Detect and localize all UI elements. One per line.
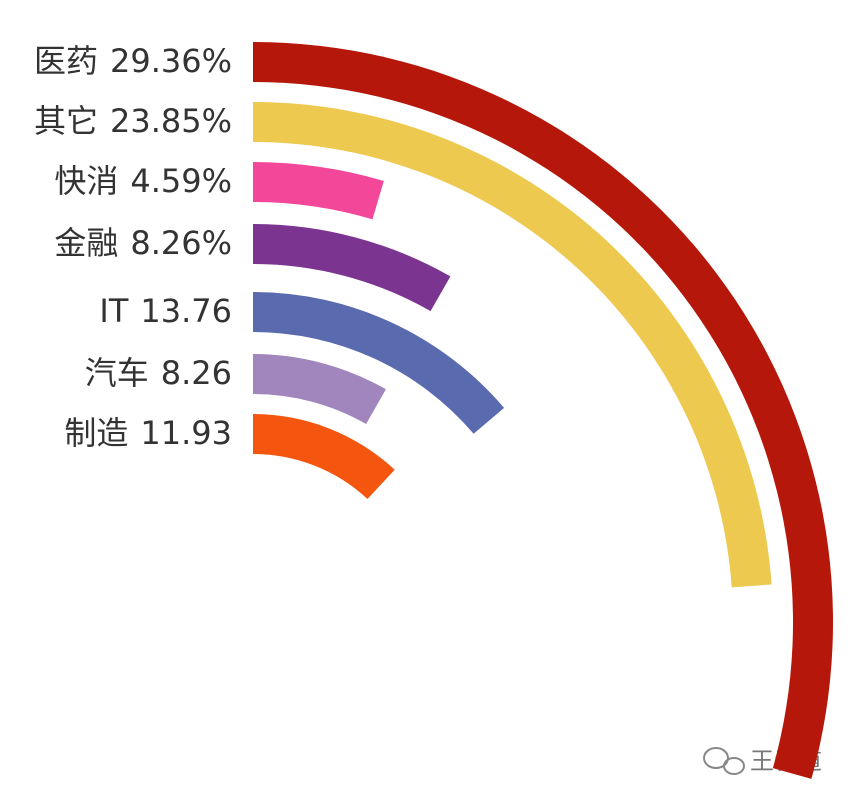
bar-label: 金融 8.26%: [54, 224, 232, 262]
bar-label: 制造 11.93: [64, 414, 232, 452]
bar: [253, 292, 505, 434]
value-label: 13.76: [140, 292, 232, 330]
bar-label: 其它 23.85%: [34, 102, 232, 140]
bar-label: 汽车 8.26: [85, 354, 232, 392]
category-label: 医药: [34, 42, 98, 80]
category-label: 金融: [54, 224, 118, 262]
value-label: 8.26: [161, 354, 232, 392]
bar: [253, 224, 451, 312]
category-label: 其它: [34, 102, 98, 140]
watermark-icon: [703, 747, 745, 775]
value-label: 29.36%: [110, 42, 232, 80]
bar-label: 快消 4.59%: [54, 162, 232, 200]
bar-label: 医药 29.36%: [34, 42, 232, 80]
category-label: IT: [99, 292, 128, 330]
bar-label: IT 13.76: [99, 292, 232, 330]
bar: [253, 414, 395, 500]
category-label: 汽车: [85, 354, 149, 392]
bar: [253, 354, 386, 425]
value-label: 4.59%: [130, 162, 232, 200]
category-label: 快消: [54, 162, 118, 200]
value-label: 8.26%: [130, 224, 232, 262]
bar: [253, 162, 384, 220]
category-label: 制造: [64, 414, 128, 452]
value-label: 11.93: [140, 414, 232, 452]
bar: [253, 102, 772, 588]
value-label: 23.85%: [110, 102, 232, 140]
